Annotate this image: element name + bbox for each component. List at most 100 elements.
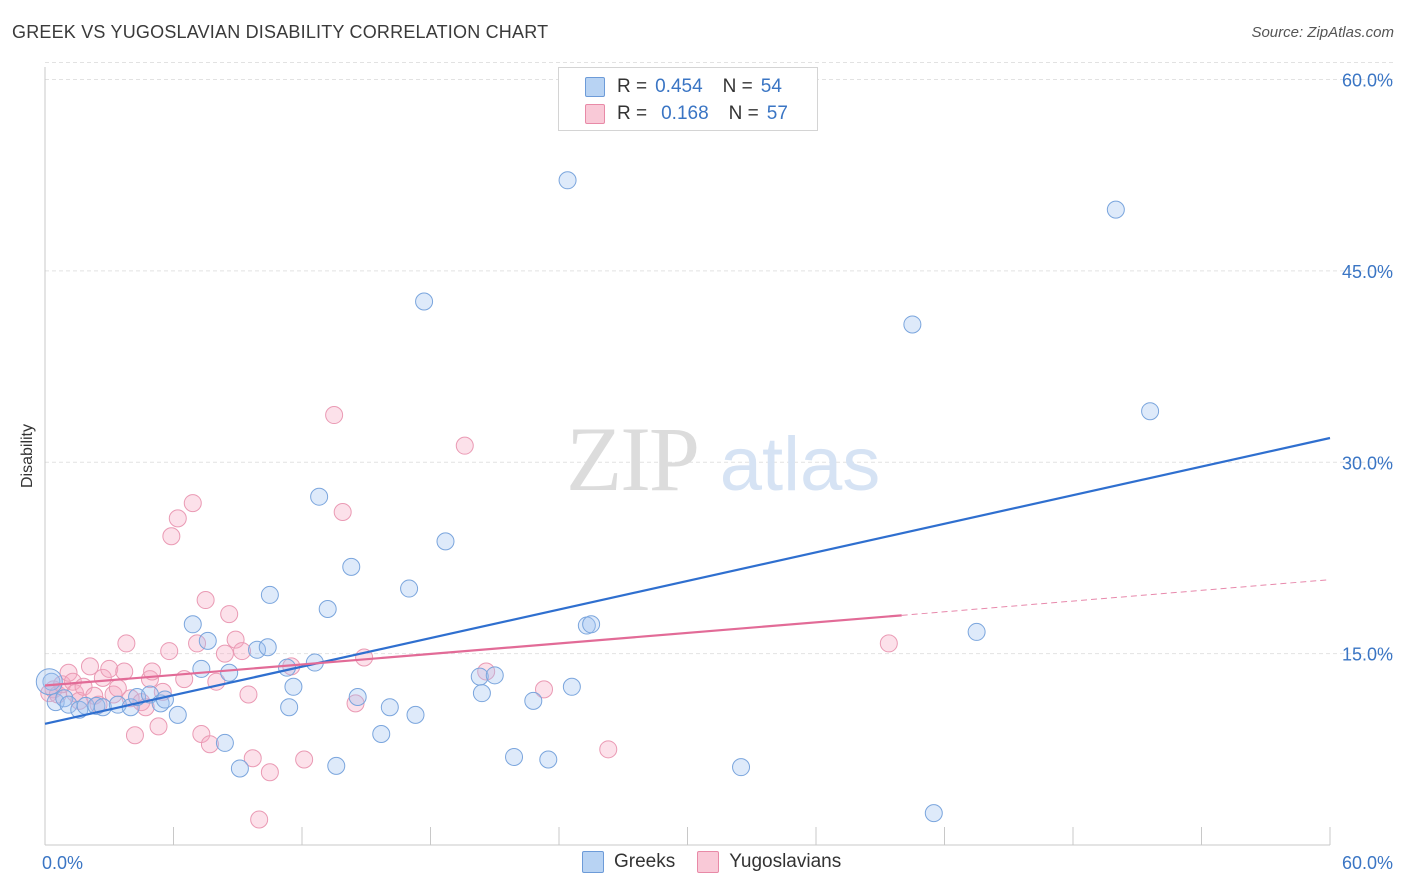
greeks-point	[485, 666, 504, 685]
greeks-point	[318, 599, 337, 618]
yugoslavians-point	[59, 663, 78, 682]
yugoslavians-point	[140, 670, 159, 689]
yugoslavians-point	[162, 527, 181, 546]
legend-row-yugoslavians: R = 0.168 N = 57	[585, 102, 788, 126]
greeks-point	[1141, 402, 1160, 421]
yugoslavians-trend-extension	[901, 579, 1331, 616]
greeks-point	[280, 698, 299, 717]
greeks-point	[505, 747, 524, 766]
legend-n-label: N =	[728, 103, 759, 124]
greeks-point	[260, 585, 279, 604]
yugoslavians-point	[220, 605, 239, 624]
yugoslavians-trend-line	[44, 614, 902, 687]
greeks-point	[372, 725, 391, 744]
gridlines	[45, 62, 1395, 655]
greeks-point	[539, 750, 558, 769]
chart-title: GREEK VS YUGOSLAVIAN DISABILITY CORRELAT…	[12, 22, 549, 42]
yugoslavians-point	[188, 634, 207, 653]
yugoslavians-point	[325, 406, 344, 425]
yugoslavians-point	[125, 726, 144, 745]
y-tick-label: 15.0%	[1342, 645, 1393, 665]
watermark-atlas: atlas	[720, 422, 881, 507]
legend-n-value: 54	[760, 76, 782, 97]
yugoslavians-point	[260, 763, 279, 782]
greeks-point	[436, 532, 455, 551]
legend-r-label: R =	[617, 76, 648, 97]
yugoslavians-point	[333, 503, 352, 522]
yugoslavians-point	[149, 717, 168, 736]
greeks-point	[327, 756, 346, 775]
greeks-point	[215, 733, 234, 752]
y-tick-label: 60.0%	[1342, 71, 1393, 91]
legend-n-value: 57	[766, 103, 788, 124]
yugoslavians-point	[183, 494, 202, 513]
greeks-point	[258, 638, 277, 657]
legend-r-value: 0.454	[655, 76, 703, 97]
greeks-trend-line	[44, 436, 1331, 725]
yugoslavians-point	[243, 749, 262, 768]
yugoslavians-point	[100, 659, 119, 678]
yugoslavians-point	[250, 810, 269, 829]
greeks-point	[406, 705, 425, 724]
greeks-point	[168, 705, 187, 724]
legend-swatch-greeks	[582, 851, 604, 873]
greeks-point	[192, 659, 211, 678]
yugoslavians-point	[599, 740, 618, 759]
greeks-point	[310, 487, 329, 506]
source-label: Source: ZipAtlas.com	[1251, 24, 1394, 41]
watermark: ZIP atlas	[566, 408, 880, 510]
greeks-point	[348, 688, 367, 707]
series-legend: Greeks Yugoslavians	[582, 851, 863, 873]
legend-swatch-yugoslavians	[585, 104, 605, 124]
greeks-point	[342, 557, 361, 576]
greeks-point	[524, 691, 543, 710]
legend-item-yugoslavians[interactable]: Yugoslavians	[697, 851, 841, 873]
yugoslavians-point	[168, 509, 187, 528]
x-tick-label: 0.0%	[42, 853, 83, 873]
yugoslavians-point	[455, 436, 474, 455]
legend-n-label: N =	[722, 76, 753, 97]
greeks-point	[220, 663, 239, 682]
y-tick-labels: 15.0% 30.0% 45.0% 60.0%	[1342, 71, 1393, 665]
greeks-point	[183, 615, 202, 634]
yugoslavians-point	[535, 680, 554, 699]
trend-lines	[44, 436, 1331, 725]
greeks-point	[230, 759, 249, 778]
yugoslavians-point	[160, 642, 179, 661]
legend-r-label: R =	[617, 103, 648, 124]
yugoslavians-point	[196, 591, 215, 610]
greeks-point	[903, 315, 922, 334]
greeks-point	[1106, 200, 1125, 219]
greeks-point	[732, 758, 751, 777]
greeks-point	[380, 698, 399, 717]
greeks-point	[558, 171, 577, 190]
yugoslavians-point	[200, 735, 219, 754]
yugoslavians-points	[40, 406, 898, 829]
yugoslavians-point	[80, 657, 99, 676]
greeks-point	[35, 668, 63, 696]
yugoslavians-point	[215, 644, 234, 663]
legend-label-greeks: Greeks	[614, 851, 676, 872]
y-tick-label: 30.0%	[1342, 453, 1393, 473]
greeks-point	[470, 667, 489, 686]
axes	[44, 67, 1331, 846]
legend-row-greeks: R = 0.454 N = 54	[585, 75, 782, 99]
legend-r-value: 0.168	[661, 103, 709, 124]
yugoslavians-point	[115, 662, 134, 681]
greeks-point	[472, 684, 491, 703]
yugoslavians-point	[233, 642, 252, 661]
greeks-point	[415, 292, 434, 311]
legend-label-yugoslavians: Yugoslavians	[729, 851, 842, 872]
greeks-point	[284, 677, 303, 696]
legend-swatch-yugoslavians	[697, 851, 720, 873]
legend-swatch-greeks	[585, 77, 605, 97]
legend-item-greeks[interactable]: Greeks	[582, 851, 675, 873]
greeks-point	[924, 804, 943, 823]
greeks-point	[582, 615, 601, 634]
yugoslavians-point	[239, 685, 258, 704]
greeks-point	[562, 677, 581, 696]
watermark-zip: ZIP	[566, 408, 698, 510]
yugoslavians-point	[346, 694, 365, 713]
greeks-point	[87, 696, 106, 715]
